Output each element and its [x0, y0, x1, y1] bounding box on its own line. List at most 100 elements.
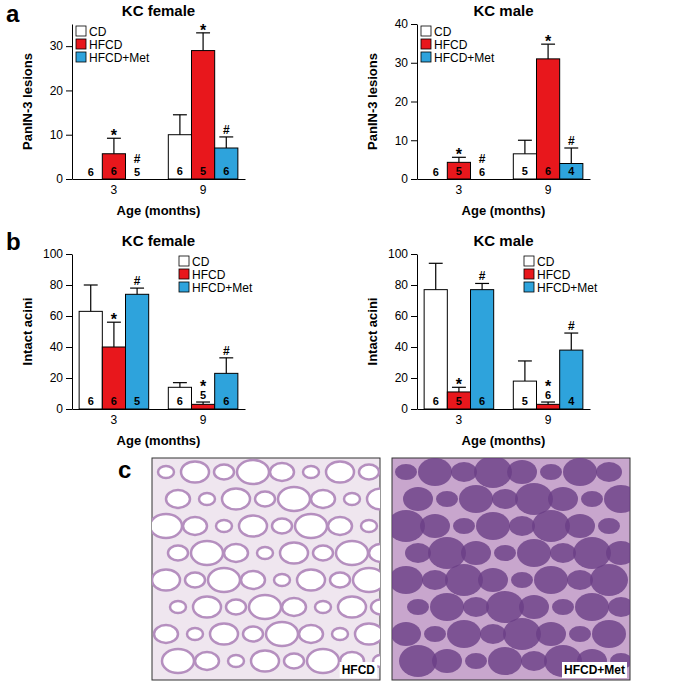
- error-bar: [196, 402, 210, 404]
- error-bar-cap: [84, 284, 98, 285]
- tissue-duct: [280, 543, 308, 564]
- tissue-duct: [328, 517, 352, 535]
- tissue-duct: [353, 568, 380, 592]
- y-tick: 20: [395, 95, 417, 109]
- tissue-lobule: [392, 622, 421, 646]
- error-bar-cap: [429, 263, 443, 264]
- tissue-duct: [224, 544, 248, 562]
- tissue-duct: [214, 465, 234, 480]
- tissue-lobule: [430, 593, 464, 621]
- y-tick-mark: [411, 409, 417, 410]
- error-bar-stem: [226, 358, 227, 374]
- y-axis-line: [72, 255, 73, 410]
- micrograph-label: HFCD+Met: [564, 663, 625, 677]
- tissue-lobule: [552, 599, 574, 615]
- tissue-duct: [299, 625, 323, 643]
- tissue-duct: [274, 574, 290, 586]
- tissue: [152, 460, 380, 673]
- y-tick-label: 40: [50, 340, 64, 354]
- tissue-lobule: [428, 537, 466, 569]
- legend-label: HFCD: [192, 268, 226, 282]
- y-tick-label: 80: [50, 278, 64, 292]
- tissue-duct: [297, 570, 325, 591]
- legend-label: CD: [537, 255, 555, 269]
- plot-area: [79, 285, 238, 409]
- tissue-duct: [255, 492, 275, 507]
- y-axis: 010203040: [395, 17, 418, 186]
- x-axis-title: Age (months): [117, 433, 201, 448]
- tissue-duct: [284, 654, 304, 669]
- y-tick-label: 0: [401, 402, 408, 416]
- legend-entry: CD: [524, 255, 555, 269]
- sample-size: 5: [200, 165, 206, 177]
- error-bar-cap: [518, 140, 532, 141]
- error-bar-stem: [571, 333, 572, 350]
- y-tick-label: 0: [401, 172, 408, 186]
- y-tick-label: 30: [395, 56, 409, 70]
- legend-swatch: [179, 282, 189, 292]
- y-tick-label: 20: [395, 95, 409, 109]
- legend-entry: HFCD+Met: [421, 51, 495, 65]
- chart-title: KC female: [122, 232, 195, 249]
- bar: [560, 164, 583, 180]
- legend-entry: CD: [76, 25, 107, 39]
- tissue-lobule: [486, 591, 524, 623]
- bar: [424, 179, 447, 180]
- tissue-duct: [367, 489, 380, 510]
- x-tick-label: 3: [456, 183, 463, 197]
- x-axis-line: [418, 409, 591, 410]
- tissue-duct: [170, 601, 186, 613]
- tissue-lobule: [511, 572, 533, 588]
- tissue-duct: [168, 546, 188, 561]
- micrograph-label-bg: [340, 662, 378, 678]
- sample-size: 6: [177, 165, 183, 177]
- tissue-duct: [282, 598, 306, 616]
- tissue-lobule: [474, 458, 512, 488]
- tissue-duct: [228, 655, 244, 667]
- tissue-lobule: [476, 512, 510, 540]
- tissue-duct: [359, 465, 379, 480]
- tissue-lobule: [519, 595, 549, 619]
- y-tick-label: 100: [43, 247, 63, 261]
- y-tick-label: 20: [50, 84, 64, 98]
- sample-size: 5: [134, 395, 140, 407]
- tissue-lobule: [459, 485, 493, 513]
- x-tick: 9: [200, 179, 207, 197]
- tissue-duct: [338, 597, 366, 618]
- x-tick: 3: [456, 409, 463, 427]
- error-bar-stem: [481, 283, 482, 289]
- tissue-duct: [303, 466, 319, 478]
- significance: *: [200, 378, 207, 395]
- legend: CDHFCDHFCD+Met: [524, 255, 598, 295]
- sample-size: 4: [568, 395, 575, 407]
- tissue-duct: [243, 627, 263, 642]
- tissue-lobule: [565, 514, 595, 538]
- significance: #: [223, 344, 230, 358]
- tissue-lobule: [606, 541, 630, 565]
- legend-label: HFCD: [537, 268, 571, 282]
- error-bar: [130, 288, 144, 294]
- tissue-duct: [181, 462, 209, 483]
- legend: CDHFCDHFCD+Met: [76, 25, 150, 65]
- tissue-duct: [332, 628, 348, 640]
- chart: KC female02040608010039Age (months)Intac…: [20, 232, 253, 448]
- tissue-lobule: [445, 564, 483, 596]
- error-bar-cap: [541, 401, 555, 402]
- tissue-duct: [152, 514, 182, 538]
- legend-swatch: [76, 52, 86, 62]
- tissue-duct: [272, 519, 292, 534]
- legend-label: CD: [434, 25, 452, 39]
- y-tick-label: 80: [395, 278, 409, 292]
- x-tick: 3: [111, 179, 118, 197]
- micrograph-frame: [392, 458, 630, 680]
- panel-label: c: [118, 456, 131, 483]
- tissue-duct: [187, 628, 203, 640]
- tissue-lobule: [478, 568, 508, 592]
- y-tick-mark: [66, 90, 72, 91]
- legend-entry: CD: [421, 25, 452, 39]
- significance: #: [568, 134, 575, 148]
- sample-size: 6: [111, 395, 117, 407]
- y-tick: 20: [50, 371, 72, 385]
- y-tick-label: 10: [395, 134, 409, 148]
- error-bar: [173, 383, 187, 388]
